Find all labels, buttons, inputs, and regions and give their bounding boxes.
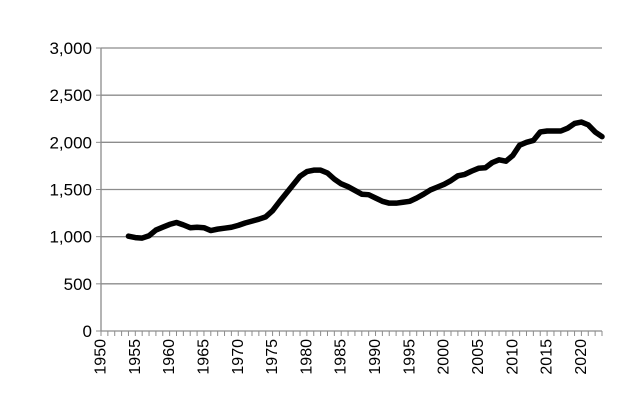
x-tick-label: 1990 <box>367 339 384 375</box>
y-tick-label: 1,500 <box>49 181 92 200</box>
x-tick-label: 1955 <box>127 339 144 375</box>
y-tick-label: 500 <box>64 275 92 294</box>
gridlines <box>101 47 602 285</box>
y-tick-label: 2,000 <box>49 133 92 152</box>
x-tick-label: 1965 <box>195 339 212 375</box>
axes <box>96 47 603 336</box>
y-tick-label: 0 <box>83 322 92 341</box>
x-tick-label: 1950 <box>93 339 110 375</box>
x-tick-label: 1985 <box>333 339 350 375</box>
x-tick-label: 2015 <box>539 339 556 375</box>
x-tick-label: 2010 <box>504 339 521 375</box>
x-tick-label: 1975 <box>264 339 281 375</box>
x-tick-label: 1970 <box>230 339 247 375</box>
y-tick-label: 1,000 <box>49 228 92 247</box>
x-tick-label: 2000 <box>436 339 453 375</box>
x-tick-label: 1960 <box>161 339 178 375</box>
data-series <box>125 119 605 241</box>
x-axis-tick-labels: 1950 1955 1960 1965 1970 1975 1980 1985 1990 1995… <box>93 339 590 375</box>
y-tick-label: 2,500 <box>49 86 92 105</box>
x-tick-label: 2005 <box>470 339 487 375</box>
series-line-0 <box>125 119 605 241</box>
y-axis-tick-labels: 0 500 1,000 1,500 2,000 2,500 3,000 <box>49 39 92 341</box>
x-tick-label: 2020 <box>573 339 590 375</box>
x-tick-label: 1995 <box>401 339 418 375</box>
x-tick-label: 1980 <box>298 339 315 375</box>
y-tick-label: 3,000 <box>49 39 92 58</box>
